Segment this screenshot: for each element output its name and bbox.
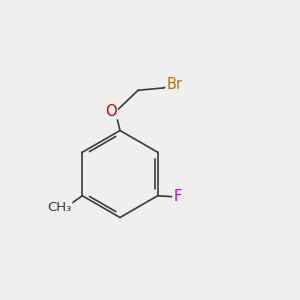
- Text: CH₃: CH₃: [47, 201, 71, 214]
- Text: O: O: [106, 103, 117, 118]
- Text: F: F: [174, 189, 182, 204]
- Text: Br: Br: [166, 77, 182, 92]
